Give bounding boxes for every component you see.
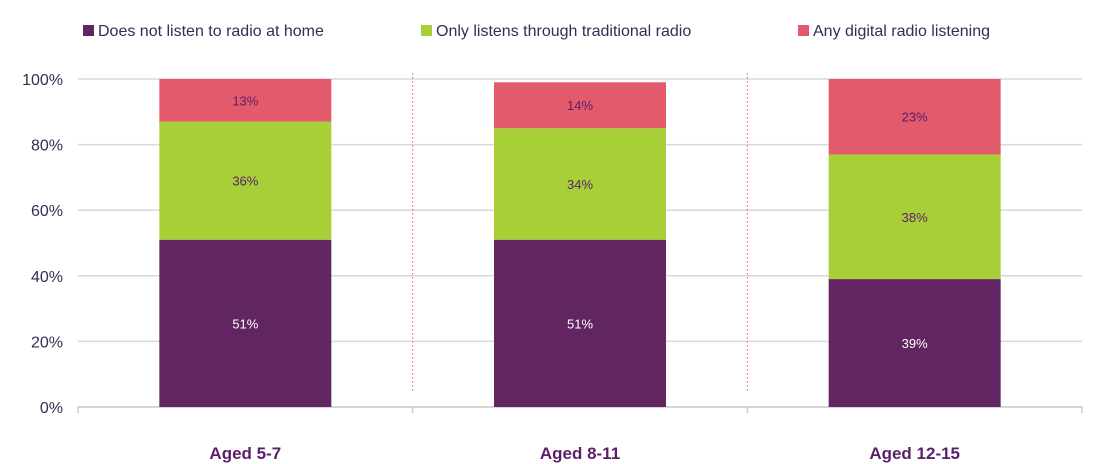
legend-swatch <box>421 25 432 36</box>
y-tick-label: 100% <box>22 72 63 89</box>
bar-segment-does-not-listen-to-radio-at-home <box>828 279 1001 407</box>
category-label: Aged 12-15 <box>869 444 960 463</box>
legend-label: Only listens through traditional radio <box>436 23 691 40</box>
category-label: Aged 5-7 <box>209 444 281 463</box>
data-label: 51% <box>567 316 593 331</box>
bar-segment-any-digital-radio-listening <box>494 82 666 129</box>
y-tick-label: 0% <box>40 400 63 417</box>
y-tick-label: 80% <box>31 138 63 155</box>
x-axis: Aged 5-7 Aged 8-11 Aged 12-15 <box>77 407 1083 463</box>
bars: 51% 36% 13% 51% 34% 14% 39% 38% 23% <box>159 79 1001 407</box>
y-tick-label: 20% <box>31 334 63 351</box>
legend-label: Any digital radio listening <box>813 23 990 40</box>
data-label: 36% <box>232 174 258 189</box>
y-tick-label: 60% <box>31 203 63 220</box>
category-separators <box>412 73 748 391</box>
y-axis: 0% 20% 40% 60% 80% 100% <box>22 72 63 417</box>
bar-segment-only-listens-through-traditional-radio <box>159 121 332 240</box>
bar-segment-any-digital-radio-listening <box>159 79 332 122</box>
data-label: 51% <box>232 316 258 331</box>
data-label: 39% <box>902 336 928 351</box>
data-label: 14% <box>567 98 593 113</box>
data-label: 38% <box>902 210 928 225</box>
bar-segment-does-not-listen-to-radio-at-home <box>159 239 332 407</box>
legend-label: Does not listen to radio at home <box>98 23 324 40</box>
bar-segment-any-digital-radio-listening <box>828 79 1001 155</box>
y-tick-label: 40% <box>31 269 63 286</box>
bar-segment-does-not-listen-to-radio-at-home <box>494 239 666 407</box>
data-label: 34% <box>567 177 593 192</box>
legend-swatch <box>798 25 809 36</box>
bar-segment-only-listens-through-traditional-radio <box>494 128 666 240</box>
legend-swatch <box>83 25 94 36</box>
bar-segment-only-listens-through-traditional-radio <box>828 154 1001 280</box>
legend: Does not listen to radio at home Only lis… <box>83 23 990 40</box>
category-label: Aged 8-11 <box>540 444 620 463</box>
data-label: 23% <box>902 110 928 125</box>
data-label: 13% <box>232 93 258 108</box>
